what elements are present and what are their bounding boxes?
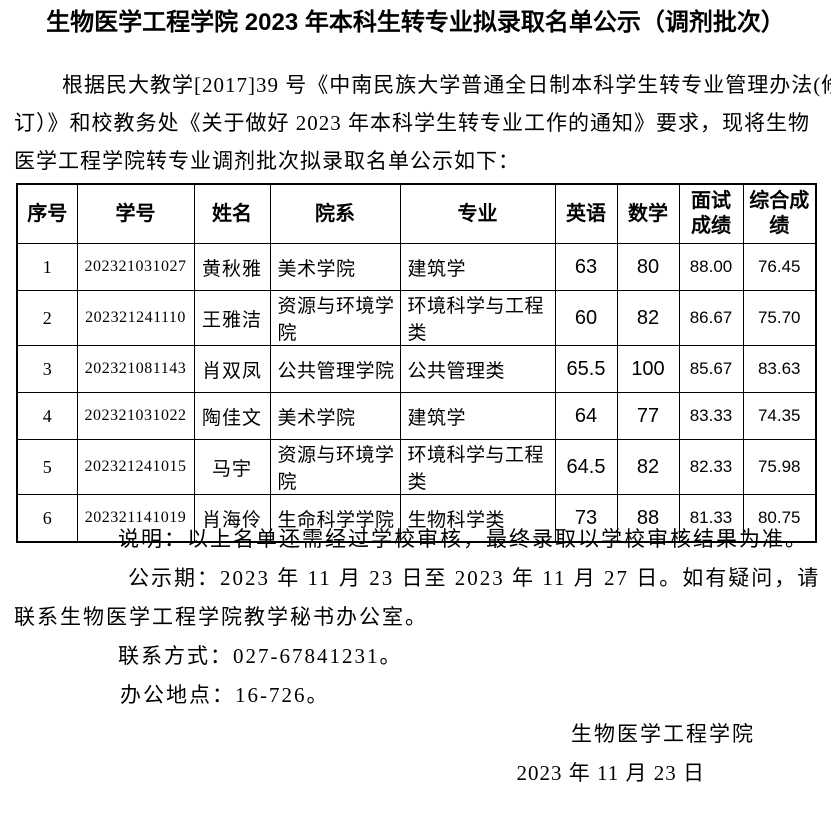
table-row: 4 202321031022 陶佳文 美术学院 建筑学 64 77 83.33 …	[16, 392, 817, 440]
cell-student-id: 202321031027	[76, 243, 195, 291]
cell-student-id: 202321081143	[76, 345, 195, 393]
cell-math-score: 80	[616, 243, 680, 291]
cell-student-id: 202321031022	[76, 392, 195, 440]
cell-math-score: 82	[616, 290, 680, 346]
cell-name: 肖双凤	[193, 345, 271, 393]
col-header-overall-score: 综合成绩	[742, 183, 817, 244]
cell-major: 建筑学	[399, 392, 556, 440]
cell-name: 黄秋雅	[193, 243, 271, 291]
cell-interview-score: 85.67	[678, 345, 744, 393]
cell-interview-score: 88.00	[678, 243, 744, 291]
cell-overall-score: 80.75	[742, 494, 817, 543]
cell-seq: 4	[16, 392, 78, 440]
cell-college: 生命科学学院	[269, 494, 401, 543]
cell-name: 王雅洁	[193, 290, 271, 346]
cell-english-score: 60	[554, 290, 618, 346]
cell-math-score: 77	[616, 392, 680, 440]
cell-math-score: 82	[616, 439, 680, 495]
col-header-college: 院系	[269, 183, 401, 244]
table-header-row: 序号 学号 姓名 院系 专业 英语 数学 面试成绩 综合成绩	[16, 183, 817, 244]
cell-overall-score: 83.63	[742, 345, 817, 393]
table-row: 5 202321241015 马宇 资源与环境学院 环境科学与工程类 64.5 …	[16, 439, 817, 495]
col-header-name: 姓名	[193, 183, 271, 244]
note-contact-office: 联系生物医学工程学院教学秘书办公室。	[14, 605, 428, 629]
cell-overall-score: 74.35	[742, 392, 817, 440]
col-header-interview-score: 面试成绩	[678, 183, 744, 244]
cell-interview-score: 82.33	[678, 439, 744, 495]
page-title: 生物医学工程学院 2023 年本科生转专业拟录取名单公示（调剂批次）	[46, 9, 785, 36]
cell-seq: 6	[16, 494, 78, 543]
cell-college: 资源与环境学院	[269, 439, 401, 495]
intro-line-2: 订）》和校教务处《关于做好 2023 年本科学生转专业工作的通知》要求，现将生物	[14, 111, 810, 135]
cell-major: 环境科学与工程类	[399, 290, 556, 346]
note-contact-phone: 联系方式：027-67841231。	[118, 644, 403, 668]
signature-date: 2023 年 11 月 23 日	[516, 761, 705, 785]
note-disclaimer: 说明：以上名单还需经过学校审核，最终录取以学校审核结果为准。	[118, 527, 808, 551]
intro-line-3: 医学工程学院转专业调剂批次拟录取名单公示如下：	[14, 149, 520, 173]
intro-paragraph: 根据民大教学[2017]39 号《中南民族大学普通全日制本科学生转专业管理办法(…	[14, 66, 831, 180]
cell-interview-score: 83.33	[678, 392, 744, 440]
cell-overall-score: 75.98	[742, 439, 817, 495]
cell-interview-score: 86.67	[678, 290, 744, 346]
cell-seq: 5	[16, 439, 78, 495]
cell-student-id: 202321241110	[76, 290, 195, 346]
col-header-major: 专业	[399, 183, 556, 244]
cell-english-score: 64	[554, 392, 618, 440]
cell-seq: 1	[16, 243, 78, 291]
cell-major: 环境科学与工程类	[399, 439, 556, 495]
cell-interview-score: 81.33	[678, 494, 744, 543]
cell-college: 美术学院	[269, 392, 401, 440]
note-office-location: 办公地点：16-726。	[120, 683, 330, 707]
cell-english-score: 65.5	[554, 345, 618, 393]
cell-overall-score: 76.45	[742, 243, 817, 291]
cell-english-score: 73	[554, 494, 618, 543]
col-header-english: 英语	[554, 183, 618, 244]
cell-major: 公共管理类	[399, 345, 556, 393]
cell-college: 美术学院	[269, 243, 401, 291]
cell-college: 资源与环境学院	[269, 290, 401, 346]
cell-name: 陶佳文	[193, 392, 271, 440]
col-header-student-id: 学号	[76, 183, 195, 244]
cell-overall-score: 75.70	[742, 290, 817, 346]
cell-english-score: 64.5	[554, 439, 618, 495]
cell-major: 建筑学	[399, 243, 556, 291]
notes-block: 说明：以上名单还需经过学校审核，最终录取以学校审核结果为准。 公示期：2023 …	[14, 520, 821, 793]
cell-seq: 3	[16, 345, 78, 393]
admission-list-table: 序号 学号 姓名 院系 专业 英语 数学 面试成绩 综合成绩 1 2023210…	[16, 183, 817, 543]
cell-math-score: 100	[616, 345, 680, 393]
cell-math-score: 88	[616, 494, 680, 543]
col-header-seq: 序号	[16, 183, 78, 244]
col-header-math: 数学	[616, 183, 680, 244]
note-publicity-period: 公示期：2023 年 11 月 23 日至 2023 年 11 月 27 日。如…	[128, 566, 821, 590]
cell-student-id: 202321241015	[76, 439, 195, 495]
cell-english-score: 63	[554, 243, 618, 291]
table-row: 1 202321031027 黄秋雅 美术学院 建筑学 63 80 88.00 …	[16, 243, 817, 291]
cell-major: 生物科学类	[399, 494, 556, 543]
signature-org: 生物医学工程学院	[571, 722, 755, 746]
cell-seq: 2	[16, 290, 78, 346]
table-row: 6 202321141019 肖海伶 生命科学学院 生物科学类 73 88 81…	[16, 494, 817, 543]
intro-line-1: 根据民大教学[2017]39 号《中南民族大学普通全日制本科学生转专业管理办法(…	[62, 73, 831, 97]
table-row: 2 202321241110 王雅洁 资源与环境学院 环境科学与工程类 60 8…	[16, 290, 817, 346]
table-row: 3 202321081143 肖双凤 公共管理学院 公共管理类 65.5 100…	[16, 345, 817, 393]
cell-college: 公共管理学院	[269, 345, 401, 393]
cell-name: 马宇	[193, 439, 271, 495]
